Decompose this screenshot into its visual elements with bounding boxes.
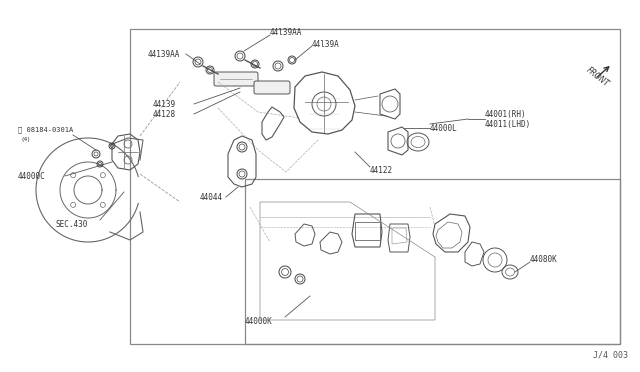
Text: SEC.430: SEC.430 [55, 219, 88, 228]
Text: 44044: 44044 [200, 192, 223, 202]
Text: J/4 003: J/4 003 [593, 351, 628, 360]
Text: 44139: 44139 [153, 99, 176, 109]
Text: 44139AA: 44139AA [148, 49, 180, 58]
Text: 44080K: 44080K [530, 254, 557, 263]
Text: Ⓑ 08184-0301A: Ⓑ 08184-0301A [18, 127, 73, 133]
Text: FRONT: FRONT [585, 65, 611, 89]
Text: 44122: 44122 [370, 166, 393, 174]
Text: 44l39A: 44l39A [312, 39, 340, 48]
FancyBboxPatch shape [254, 81, 290, 94]
Text: (4): (4) [22, 137, 31, 141]
Bar [245, 179, 620, 344]
Text: 44000K: 44000K [245, 317, 273, 327]
Text: 44l39AA: 44l39AA [270, 28, 302, 36]
Text: 44001(RH): 44001(RH) [485, 109, 527, 119]
Bar [130, 29, 620, 344]
FancyBboxPatch shape [214, 72, 258, 86]
Text: 44000C: 44000C [18, 171, 45, 180]
Text: 44000L: 44000L [430, 124, 458, 132]
Text: 44128: 44128 [153, 109, 176, 119]
Text: 44011(LHD): 44011(LHD) [485, 119, 531, 128]
